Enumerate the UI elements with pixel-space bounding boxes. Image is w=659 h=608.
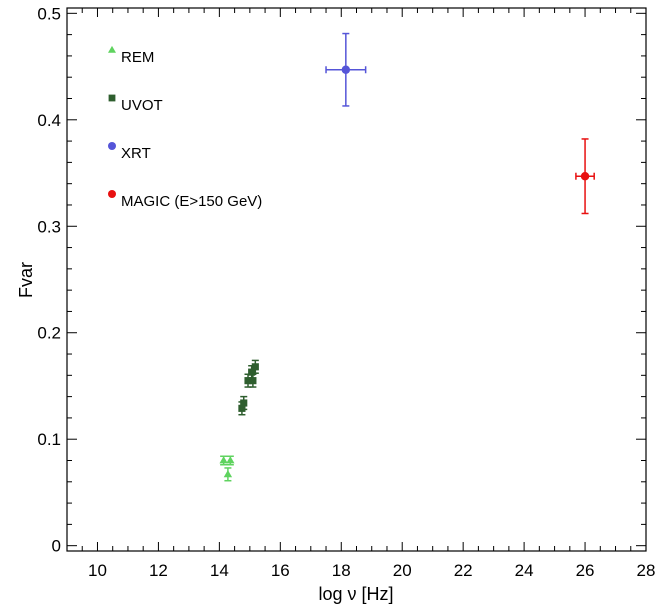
x-tick-label: 20 xyxy=(393,561,412,580)
data-point xyxy=(248,368,256,376)
y-tick-label: 0.1 xyxy=(37,430,61,449)
axis-ticks xyxy=(66,8,647,551)
data-point xyxy=(240,399,248,407)
legend: REM UVOT XRT MAGIC (E>150 GeV) xyxy=(108,45,262,210)
x-tick-label: 10 xyxy=(88,561,107,580)
y-tick-label: 0.4 xyxy=(37,111,61,130)
series-xrt xyxy=(325,32,367,107)
y-tick-label: 0.5 xyxy=(37,4,61,23)
data-point xyxy=(244,377,252,385)
y-tick-label: 0 xyxy=(52,537,61,556)
x-tick-label: 14 xyxy=(210,561,229,580)
axis-tick-labels: 10 12 14 16 18 20 22 24 26 28 0 0.1 0.2 0.3 0.4 0.5 xyxy=(37,4,655,580)
legend-label-uvot: UVOT xyxy=(121,97,163,114)
x-tick-label: 28 xyxy=(637,561,656,580)
legend-label-xrt: XRT xyxy=(121,145,151,162)
x-tick-label: 26 xyxy=(576,561,595,580)
x-tick-label: 12 xyxy=(149,561,168,580)
data-point xyxy=(580,172,590,181)
x-tick-label: 18 xyxy=(332,561,351,580)
x-axis-label: log ν [Hz] xyxy=(318,584,393,604)
series-magic-e-150-gev xyxy=(575,138,595,215)
legend-marker-uvot xyxy=(108,94,116,102)
data-point xyxy=(341,65,351,74)
series-rem xyxy=(219,455,235,482)
legend-marker-xrt xyxy=(108,142,116,150)
x-tick-label: 22 xyxy=(454,561,473,580)
data-point xyxy=(219,456,228,464)
plot-frame xyxy=(66,7,647,552)
data-point xyxy=(223,470,233,478)
legend-marker-rem xyxy=(108,45,116,53)
x-tick-label: 24 xyxy=(515,561,534,580)
y-axis-label: Fvar xyxy=(16,262,36,298)
data-series xyxy=(219,32,595,482)
y-tick-label: 0.3 xyxy=(37,217,61,236)
data-point xyxy=(249,377,257,385)
y-tick-label: 0.2 xyxy=(37,324,61,343)
data-point xyxy=(238,404,246,412)
data-point xyxy=(251,363,259,371)
series-uvot xyxy=(238,359,259,416)
data-point xyxy=(226,456,235,464)
legend-marker-magic-e-150-gev xyxy=(108,190,116,198)
legend-label-magic-e-150-gev: MAGIC (E>150 GeV) xyxy=(121,193,262,210)
legend-label-rem: REM xyxy=(121,49,154,66)
x-tick-label: 16 xyxy=(271,561,290,580)
